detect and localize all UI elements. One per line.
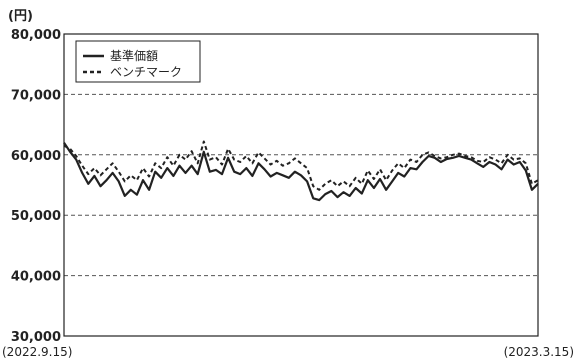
y-tick-label: 40,000 [11, 270, 61, 285]
y-tick-label: 80,000 [11, 28, 61, 43]
y-tick-label: 60,000 [11, 149, 61, 164]
legend-box [75, 40, 201, 83]
x-end-label: (2023.3.15) [504, 345, 574, 358]
y-tick-label: 30,000 [11, 330, 61, 345]
x-start-label: (2022.9.15) [2, 345, 72, 358]
legend: 基準価額 ベンチマーク [75, 40, 201, 83]
y-axis-ticks: 30,000 40,000 50,000 60,000 70,000 80,000 [11, 28, 61, 345]
y-tick-label: 70,000 [11, 88, 61, 103]
series-lines [63, 140, 539, 202]
legend-label-nav: 基準価額 [110, 48, 158, 63]
series-line-nav [63, 142, 539, 202]
y-tick-label: 50,000 [11, 209, 61, 224]
gridlines [64, 93, 538, 277]
series-line-benchmark [63, 140, 539, 191]
y-unit-label: (円) [8, 9, 33, 24]
legend-label-benchmark: ベンチマーク [110, 65, 182, 79]
